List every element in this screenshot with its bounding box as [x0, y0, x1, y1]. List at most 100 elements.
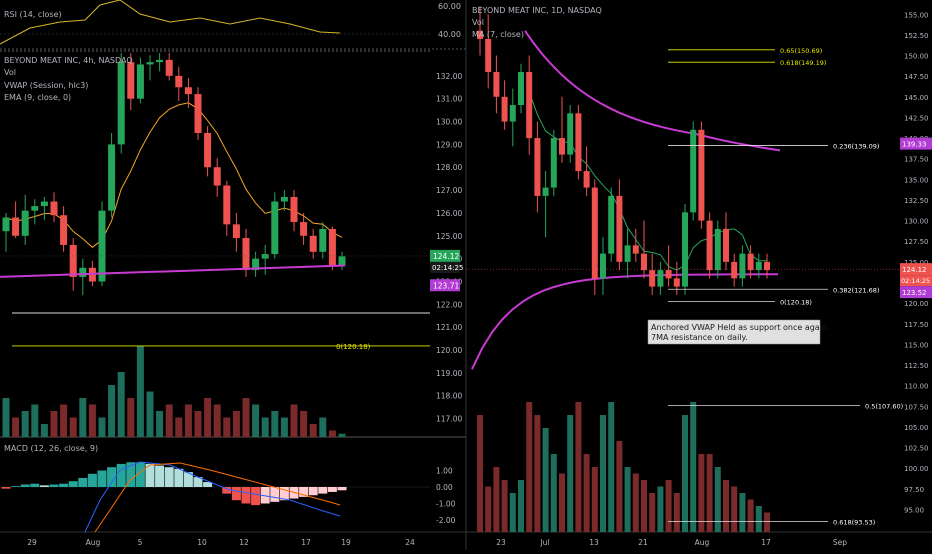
left-volume-bar [146, 391, 154, 437]
right-volume-bar [591, 467, 598, 532]
left-candle-body [146, 62, 154, 65]
right-candle-body [591, 187, 598, 279]
right-volume-bar [509, 493, 516, 532]
right-volume-bar [690, 402, 697, 532]
left-candle-body [319, 228, 327, 252]
left-volume-bar [280, 417, 288, 437]
left-price-tick: 119.00 [436, 369, 462, 378]
right-price-tick: 135.00 [904, 176, 929, 184]
right-ma-value-box [900, 137, 932, 150]
macd-histogram-bar [78, 477, 88, 487]
left-price-tick: 131.00 [436, 95, 462, 104]
left-candle-body [12, 217, 20, 236]
right-volume-bar [567, 415, 574, 532]
left-volume-bar [156, 411, 164, 437]
right-volume-bar [714, 467, 721, 532]
right-time-tick: 17 [761, 538, 771, 547]
macd-histogram-bar [49, 484, 59, 487]
macd-histogram-bar [145, 463, 155, 487]
left-candle-body [69, 244, 77, 277]
fib-level-label: 0.236(139.09) [833, 143, 879, 151]
left-volume-bar [69, 417, 77, 437]
macd-histogram-bar [30, 483, 40, 487]
annotation-line-2: 7MA resistance on daily. [651, 333, 748, 342]
right-ma-label: MA (7, close) [472, 30, 524, 39]
anchored-vwap-line [471, 273, 778, 370]
macd-histogram-bar [318, 487, 328, 494]
left-volume-bar [108, 385, 116, 437]
left-volume-bar [31, 404, 39, 437]
left-volume-bar [300, 411, 308, 437]
vwap-line-left [0, 264, 346, 278]
fib-level-label: 0.5(107.60) [865, 402, 903, 410]
right-candle-body [698, 129, 705, 221]
macd-tick: -1.00 [436, 500, 456, 509]
fib-level-label: 0.382(121.68) [833, 286, 879, 294]
macd-histogram-bar [222, 487, 232, 494]
left-price-tick: 127.00 [436, 186, 462, 195]
rsi-line [0, 0, 341, 45]
right-candle-body [755, 261, 762, 271]
right-candle-body [509, 105, 516, 122]
macd-histogram-bar [327, 487, 337, 492]
right-volume-bar [542, 428, 549, 532]
right-last-price-text: 124.12 [902, 266, 927, 274]
left-candle-body [271, 201, 279, 255]
macd-histogram-bar [203, 482, 213, 487]
left-candle-body [328, 228, 336, 266]
left-volume-bar [232, 411, 240, 437]
macd-histogram-bar [126, 462, 136, 487]
right-volume-bar [477, 415, 483, 532]
left-candle-body [165, 59, 173, 76]
right-candle-body [542, 187, 549, 196]
right-volume-bar [485, 486, 492, 532]
left-price-tick: 126.00 [436, 209, 462, 218]
right-candle-body [632, 245, 639, 254]
right-volume-bar [682, 415, 688, 532]
right-volume-bar [764, 512, 770, 532]
left-candle-body [261, 254, 269, 259]
right-time-tick: 21 [638, 538, 648, 547]
left-price-tick: 117.00 [436, 415, 462, 424]
right-time-tick: Aug [695, 538, 710, 547]
right-volume-bar [657, 486, 664, 532]
left-volume-bar [40, 424, 48, 437]
macd-histogram-bar [299, 487, 309, 497]
left-candle-body [280, 196, 288, 202]
macd-tick: 0.00 [436, 483, 453, 492]
left-price-tick: 129.00 [436, 140, 462, 149]
macd-histogram-bar [231, 487, 241, 501]
left-volume-bar [204, 398, 212, 437]
left-volume-bar [175, 417, 183, 437]
right-candle-body [567, 113, 574, 155]
left-volume-bar [12, 417, 20, 437]
right-volume-bar [526, 402, 533, 532]
rsi-tick: 60.00 [438, 2, 461, 11]
right-candle-body [575, 113, 582, 172]
macd-histogram-bar [183, 472, 193, 487]
left-candle-body [300, 222, 308, 236]
right-candle-body [747, 253, 754, 271]
right-chart-title: BEYOND MEAT INC, 1D, NASDAQ [472, 6, 602, 15]
macd-histogram-bar [20, 484, 30, 487]
right-volume-bar [731, 486, 738, 532]
right-candle-body [764, 261, 770, 271]
fib-level-label: 0.618(93.53) [833, 519, 875, 527]
left-last-price-box [430, 249, 460, 262]
macd-histogram-bar [251, 487, 261, 506]
right-price-tick: 132.50 [904, 197, 929, 205]
left-candle-body [309, 235, 317, 252]
macd-histogram-bar [59, 483, 69, 487]
left-volume-bar [252, 404, 260, 437]
right-volume-bar [559, 473, 565, 532]
right-candle-body [665, 270, 672, 279]
right-candle-body [657, 270, 664, 287]
left-candle-body [98, 210, 106, 282]
left-last-price-text: 124.12 [433, 252, 459, 261]
left-price-tick: 120.00 [436, 346, 462, 355]
annotation-callout[interactable]: Anchored VWAP Held as support once again… [647, 319, 830, 345]
left-volume-bar [213, 404, 221, 437]
left-price-tick: 118.00 [436, 392, 462, 401]
